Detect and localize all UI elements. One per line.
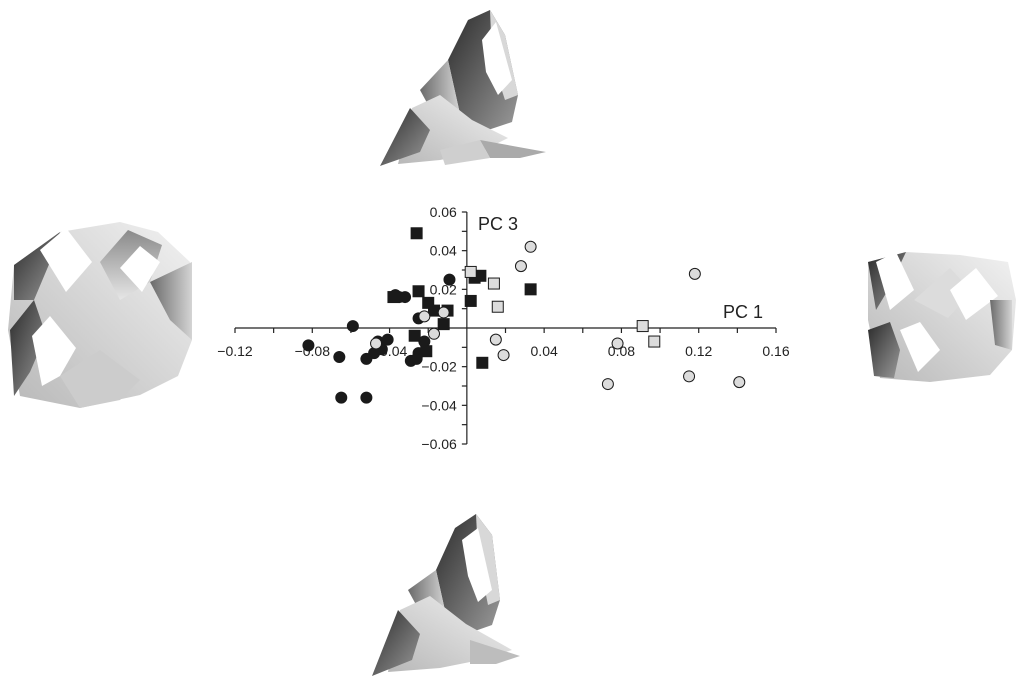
pc3-negative-shape-icon [372,514,520,676]
data-point-filled-square [476,356,489,369]
data-point-filled-circle [360,391,373,404]
data-point-filled-circle [346,320,359,333]
y-tick-label: 0.06 [430,204,457,220]
data-point-filled-square [420,345,433,358]
pc3-positive-shape-icon [380,10,546,166]
data-point-filled-circle [333,351,346,363]
data-point-filled-square [387,291,400,304]
x-tick-label: 0.04 [531,343,558,359]
data-point-filled-square [412,285,425,298]
data-point-open-circle [370,337,383,350]
x-tick-label: 0.12 [685,343,712,359]
data-point-open-circle [601,378,614,391]
data-point-open-square [491,300,504,313]
data-point-filled-square [428,304,441,317]
data-point-open-circle [733,376,746,389]
data-point-open-circle [524,240,537,253]
x-tick-label: −0.12 [217,343,253,359]
x-tick-label: 0.16 [762,343,789,359]
data-point-open-circle [497,349,510,362]
data-point-open-circle [611,337,624,350]
data-point-open-circle [428,327,441,340]
y-tick-label: −0.02 [421,359,457,375]
data-point-open-circle [418,310,431,323]
data-point-open-square [464,265,477,278]
data-point-open-circle [514,260,527,273]
x-axis-title: PC 1 [723,302,763,322]
data-point-filled-square [524,283,537,296]
data-point-open-circle [437,306,450,319]
scatter-plot: −0.12 −0.08 −0.04 0.04 0.08 0.12 0.16 −0.06−0.… [217,204,790,452]
data-point-filled-square [464,294,477,307]
data-point-filled-circle [302,339,315,352]
data-point-filled-square [408,329,421,342]
y-axis-ticks: −0.06−0.04−0.020.020.040.06 [421,204,467,452]
data-point-filled-circle [381,333,394,346]
data-point-open-square [636,320,649,333]
y-axis-title: PC 3 [478,214,518,234]
data-point-open-square [648,335,661,348]
data-points [302,227,746,404]
data-point-filled-square [437,318,450,331]
data-point-open-square [487,277,500,290]
data-point-filled-circle [443,273,456,286]
pc1-negative-shape-icon [8,222,192,408]
data-point-filled-circle [410,352,423,365]
data-point-filled-circle [335,391,348,404]
data-point-open-circle [683,370,696,383]
data-point-open-circle [489,333,502,346]
data-point-open-circle [688,267,701,280]
y-tick-label: −0.06 [421,436,457,452]
data-point-filled-square [410,227,423,240]
pc1-positive-shape-icon [868,252,1016,382]
y-tick-label: −0.04 [421,397,457,413]
data-point-filled-circle [360,352,373,365]
y-tick-label: 0.04 [430,243,457,259]
